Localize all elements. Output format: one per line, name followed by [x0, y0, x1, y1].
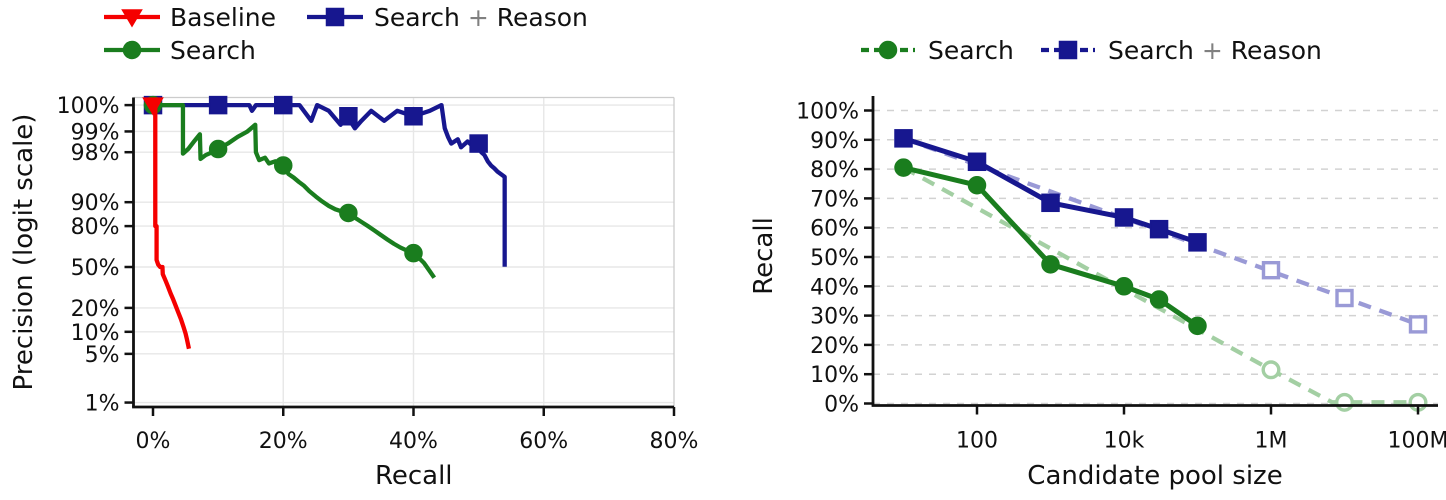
search-marker: [1188, 316, 1207, 336]
y-axis-title: Precision (logit scale): [9, 114, 39, 391]
y-tick-label: 50%: [810, 246, 859, 271]
search-reason-marker: [967, 152, 987, 172]
search-trend-extrapolated-marker: [1334, 392, 1354, 412]
y-tick-label: 99%: [71, 120, 120, 145]
search-marker: [404, 243, 423, 263]
search-series-line: [150, 102, 437, 279]
y-tick-label: 1%: [85, 392, 120, 417]
x-tick-label: 10k: [1104, 429, 1145, 454]
y-tick-label: 90%: [810, 129, 859, 154]
search-reason-trend-extrapolated-marker: [1261, 260, 1281, 280]
y-tick-label: 20%: [810, 334, 859, 359]
x-tick-label: 40%: [389, 429, 438, 454]
y-tick-label: 100%: [796, 100, 859, 125]
x-tick-label: 100: [956, 429, 998, 454]
search-marker: [967, 175, 987, 195]
baseline-marker: [142, 97, 164, 116]
x-tick-label: 60%: [519, 429, 568, 454]
y-tick-label: 30%: [810, 305, 859, 330]
y-tick-label: 20%: [71, 297, 120, 322]
search-reason-marker: [469, 134, 488, 153]
y-tick-label: 5%: [85, 343, 120, 368]
y-axis-title: Recall: [749, 217, 779, 295]
y-tick-label: 40%: [810, 275, 859, 300]
search-reason-marker: [339, 107, 358, 126]
search-reason-marker: [894, 129, 913, 148]
baseline-series-line: [150, 102, 192, 350]
legend-marker-baseline: [121, 9, 143, 28]
x-tick-label: 100M: [1388, 429, 1446, 454]
search-reason-marker: [208, 95, 228, 115]
x-tick-label: 80%: [650, 429, 699, 454]
legend-label-search-reason: Search + Reason: [1108, 36, 1322, 65]
y-tick-label: 98%: [71, 141, 120, 166]
y-tick-label: 70%: [810, 187, 859, 212]
x-axis-title: Recall: [375, 461, 453, 491]
search-trend-extrapolated-series-line: [902, 165, 1418, 405]
legend-marker-search: [878, 40, 898, 60]
legend-label-search: Search: [170, 36, 256, 65]
legend-label-search-reason: Search + Reason: [374, 3, 588, 32]
legend-marker-search-reason: [1058, 40, 1078, 60]
legend-marker-search-reason: [325, 7, 345, 27]
search-marker: [1041, 255, 1060, 274]
y-tick-label: 90%: [71, 191, 120, 216]
search-reason-marker: [1188, 233, 1207, 252]
search-marker: [274, 156, 293, 175]
search-reason-marker: [1041, 193, 1060, 213]
search-reason-trend-extrapolated-marker: [1408, 315, 1428, 334]
search-reason-marker: [274, 95, 293, 115]
y-tick-label: 0%: [824, 393, 859, 418]
y-tick-label: 10%: [810, 363, 859, 388]
search-reason-marker: [1149, 219, 1169, 239]
search-marker: [894, 158, 913, 177]
legend-marker-search: [122, 40, 142, 60]
legend-label-baseline: Baseline: [170, 3, 276, 32]
x-axis-title: Candidate pool size: [1027, 461, 1282, 491]
x-tick-label: 0%: [136, 429, 171, 454]
search-trend-extrapolated-marker: [1261, 360, 1281, 380]
y-tick-label: 50%: [71, 256, 120, 281]
x-tick-label: 20%: [259, 429, 308, 454]
x-tick-label: 1M: [1255, 429, 1288, 454]
search-marker: [1114, 277, 1134, 296]
y-tick-label: 100%: [57, 94, 120, 119]
y-tick-label: 80%: [71, 215, 120, 240]
search-reason-series-line: [150, 102, 507, 267]
search-marker: [208, 139, 228, 159]
legend-label-search: Search: [928, 36, 1014, 65]
y-tick-label: 10%: [71, 321, 120, 346]
y-tick-label: 60%: [810, 217, 859, 242]
search-reason-marker: [1114, 208, 1134, 227]
search-marker: [1149, 290, 1169, 309]
search-reason-trend-extrapolated-marker: [1335, 288, 1354, 308]
y-tick-label: 80%: [810, 158, 859, 183]
search-marker: [339, 203, 358, 223]
search-reason-marker: [404, 107, 423, 126]
